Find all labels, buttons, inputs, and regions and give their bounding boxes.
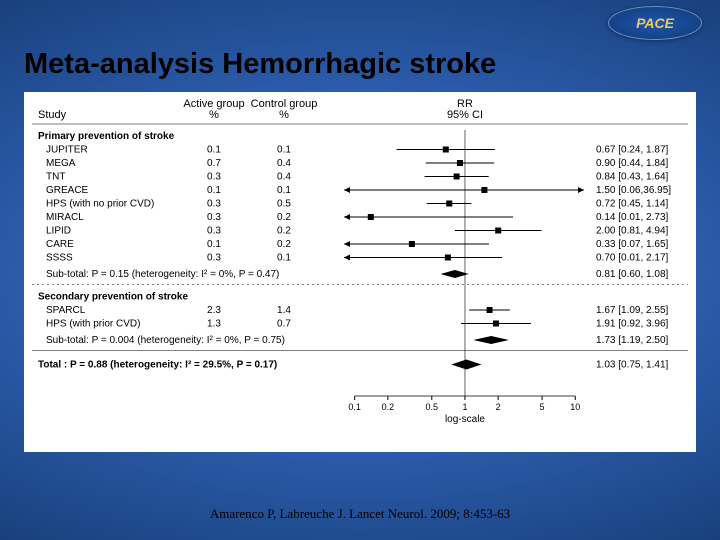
svg-text:0.72 [0.45, 1.14]: 0.72 [0.45, 1.14] — [596, 199, 669, 210]
svg-text:0.2: 0.2 — [382, 402, 395, 412]
svg-text:TNT: TNT — [46, 172, 65, 183]
svg-text:MIRACL: MIRACL — [46, 212, 84, 223]
svg-text:Sub-total: P = 0.15 (heterogen: Sub-total: P = 0.15 (heterogeneity: I² =… — [46, 269, 279, 280]
svg-text:SSSS: SSSS — [46, 253, 73, 264]
svg-text:GREACE: GREACE — [46, 185, 89, 196]
svg-text:CARE: CARE — [46, 239, 74, 250]
svg-text:0.2: 0.2 — [277, 212, 291, 223]
svg-text:MEGA: MEGA — [46, 158, 76, 169]
svg-text:%: % — [279, 109, 289, 121]
svg-text:0.90 [0.44, 1.84]: 0.90 [0.44, 1.84] — [596, 158, 669, 169]
svg-text:5: 5 — [540, 402, 545, 412]
svg-text:0.3: 0.3 — [207, 253, 221, 264]
svg-text:1.3: 1.3 — [207, 319, 221, 330]
svg-text:0.2: 0.2 — [277, 226, 291, 237]
svg-text:0.4: 0.4 — [277, 172, 291, 183]
svg-text:0.5: 0.5 — [426, 402, 439, 412]
svg-text:0.1: 0.1 — [207, 239, 221, 250]
svg-text:Secondary prevention of stroke: Secondary prevention of stroke — [38, 292, 188, 303]
svg-text:0.14 [0.01, 2.73]: 0.14 [0.01, 2.73] — [596, 212, 669, 223]
svg-text:Total : P = 0.88 (heterogeneit: Total : P = 0.88 (heterogeneity: I² = 29… — [38, 360, 277, 371]
slide: PACE Meta-analysis Hemorrhagic stroke St… — [0, 0, 720, 540]
svg-text:0.1: 0.1 — [207, 185, 221, 196]
svg-text:0.70 [0.01, 2.17]: 0.70 [0.01, 2.17] — [596, 253, 669, 264]
svg-text:SPARCL: SPARCL — [46, 305, 86, 316]
svg-text:0.81 [0.60, 1.08]: 0.81 [0.60, 1.08] — [596, 269, 669, 280]
svg-text:1.91 [0.92, 3.96]: 1.91 [0.92, 3.96] — [596, 319, 669, 330]
forest-plot-panel: StudyActive group%Control group%RR95% CI… — [24, 92, 696, 452]
forest-plot: StudyActive group%Control group%RR95% CI… — [24, 92, 696, 452]
svg-text:0.1: 0.1 — [348, 402, 361, 412]
svg-text:1: 1 — [462, 402, 467, 412]
svg-text:Sub-total: P = 0.004 (heteroge: Sub-total: P = 0.004 (heterogeneity: I² … — [46, 335, 285, 346]
svg-text:1.4: 1.4 — [277, 305, 291, 316]
svg-text:1.67 [1.09, 2.55]: 1.67 [1.09, 2.55] — [596, 305, 669, 316]
svg-text:1.73 [1.19, 2.50]: 1.73 [1.19, 2.50] — [596, 335, 669, 346]
svg-text:JUPITER: JUPITER — [46, 145, 88, 156]
svg-text:0.84 [0.43, 1.64]: 0.84 [0.43, 1.64] — [596, 172, 669, 183]
svg-text:2: 2 — [496, 402, 501, 412]
svg-text:Study: Study — [38, 109, 67, 121]
svg-text:0.33 [0.07, 1.65]: 0.33 [0.07, 1.65] — [596, 239, 669, 250]
svg-text:1.03 [0.75, 1.41]: 1.03 [0.75, 1.41] — [596, 360, 669, 371]
svg-text:0.3: 0.3 — [207, 199, 221, 210]
svg-text:0.1: 0.1 — [277, 185, 291, 196]
svg-text:Primary prevention of stroke: Primary prevention of stroke — [38, 131, 175, 142]
svg-text:0.67 [0.24, 1.87]: 0.67 [0.24, 1.87] — [596, 145, 669, 156]
svg-text:HPS (with prior CVD): HPS (with prior CVD) — [46, 319, 140, 330]
svg-text:0.7: 0.7 — [277, 319, 291, 330]
svg-text:10: 10 — [570, 402, 580, 412]
svg-text:1.50 [0.06,36.95]: 1.50 [0.06,36.95] — [596, 185, 671, 196]
svg-text:0.3: 0.3 — [207, 212, 221, 223]
svg-text:0.7: 0.7 — [207, 158, 221, 169]
svg-text:%: % — [209, 109, 219, 121]
svg-text:0.1: 0.1 — [277, 145, 291, 156]
citation: Amarenco P, Labreuche J. Lancet Neurol. … — [0, 506, 720, 522]
slide-title: Meta-analysis Hemorrhagic stroke — [24, 48, 496, 81]
svg-text:0.2: 0.2 — [277, 239, 291, 250]
svg-text:HPS (with no prior CVD): HPS (with no prior CVD) — [46, 199, 154, 210]
svg-text:95% CI: 95% CI — [447, 109, 483, 121]
svg-text:0.5: 0.5 — [277, 199, 291, 210]
pace-logo: PACE — [608, 6, 702, 40]
svg-text:0.1: 0.1 — [277, 253, 291, 264]
svg-text:2.00 [0.81, 4.94]: 2.00 [0.81, 4.94] — [596, 226, 669, 237]
svg-text:0.4: 0.4 — [277, 158, 291, 169]
svg-text:LIPID: LIPID — [46, 226, 71, 237]
svg-text:0.3: 0.3 — [207, 172, 221, 183]
svg-text:log-scale: log-scale — [445, 414, 485, 425]
svg-text:0.1: 0.1 — [207, 145, 221, 156]
svg-text:0.3: 0.3 — [207, 226, 221, 237]
svg-text:2.3: 2.3 — [207, 305, 221, 316]
